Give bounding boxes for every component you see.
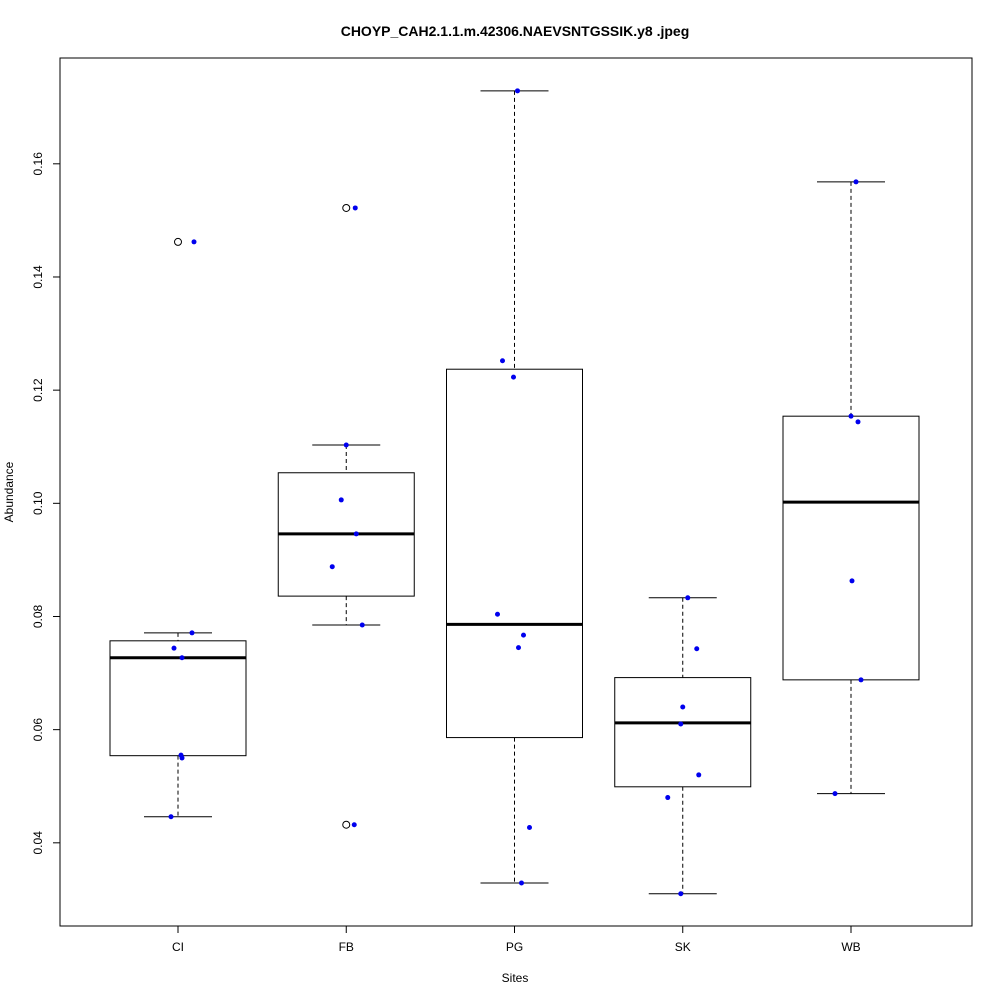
data-point (500, 358, 505, 364)
x-tick-label: SK (675, 940, 691, 954)
chart-title: CHOYP_CAH2.1.1.m.42306.NAEVSNTGSSIK.y8 .… (341, 23, 690, 39)
data-point (665, 795, 671, 801)
data-point (359, 622, 365, 628)
iqr-box (614, 677, 752, 788)
outlier-point (342, 203, 351, 212)
y-tick-label: 0.04 (31, 831, 45, 855)
data-point (511, 374, 516, 380)
data-point (189, 630, 195, 636)
data-point (678, 721, 684, 727)
iqr-box (109, 640, 247, 757)
data-point (515, 88, 520, 94)
y-tick-label: 0.06 (31, 718, 45, 742)
x-tick-label: WB (841, 940, 860, 954)
y-tick-label: 0.12 (31, 378, 45, 402)
box-PG (446, 88, 583, 886)
data-point (685, 595, 691, 601)
data-point (678, 891, 684, 897)
data-point (855, 419, 861, 425)
data-point (495, 611, 500, 617)
box-FB (277, 203, 415, 829)
data-point (168, 814, 174, 820)
data-point (179, 655, 185, 661)
data-point (516, 645, 521, 651)
data-point (191, 239, 197, 245)
data-point (832, 791, 838, 797)
y-tick-label: 0.08 (31, 604, 45, 628)
data-point (849, 578, 855, 584)
box-WB (782, 179, 920, 797)
data-point (179, 755, 185, 761)
data-point (171, 645, 177, 651)
data-point (352, 205, 358, 211)
data-point (519, 880, 524, 886)
data-point (338, 497, 344, 503)
data-point (680, 704, 686, 710)
data-point (343, 442, 349, 448)
x-axis: CI FB PG SK WB (172, 925, 861, 954)
data-point (853, 179, 859, 185)
data-point (848, 413, 854, 419)
data-point (858, 677, 864, 683)
x-tick-label: CI (172, 940, 184, 954)
y-tick-label: 0.16 (31, 152, 45, 176)
x-axis-label: Sites (502, 971, 529, 985)
x-tick-label: PG (506, 940, 523, 954)
data-point (527, 825, 532, 831)
box-CI (109, 237, 247, 820)
data-point (521, 632, 526, 638)
data-point (353, 531, 359, 537)
iqr-box (446, 368, 583, 739)
box-SK (614, 595, 752, 897)
data-point (329, 564, 335, 570)
y-tick-label: 0.14 (31, 265, 45, 289)
boxes (109, 88, 920, 897)
y-axis: 0.04 0.06 0.08 0.10 0.12 0.14 0.16 (31, 152, 61, 855)
data-point (351, 822, 357, 828)
y-tick-label: 0.10 (31, 491, 45, 515)
outlier-point (174, 237, 182, 246)
y-axis-label: Abundance (2, 461, 16, 522)
outlier-point (342, 820, 351, 829)
data-point (696, 772, 702, 778)
iqr-box (782, 415, 920, 681)
data-point (694, 646, 700, 652)
x-tick-label: FB (339, 940, 354, 954)
